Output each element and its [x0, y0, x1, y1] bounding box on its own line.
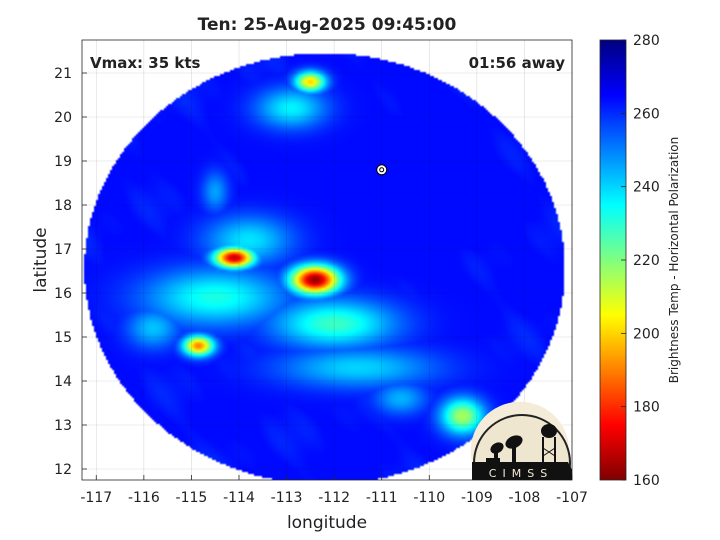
x-tick-label: -109: [461, 490, 493, 506]
colorbar-tick-label: 280: [633, 33, 660, 49]
colorbar-label: Brightness Temp - Horizontal Polarizatio…: [667, 137, 681, 384]
chart-title: Ten: 25-Aug-2025 09:45:00: [198, 15, 457, 35]
x-tick-label: -108: [509, 490, 541, 506]
x-axis-label: longitude: [287, 513, 367, 533]
y-tick-label: 16: [54, 286, 72, 302]
cimss-logo: CIMSS: [470, 401, 572, 480]
y-tick-label: 17: [54, 242, 72, 258]
y-axis-label: latitude: [31, 227, 51, 292]
colorbar-tick-label: 220: [633, 253, 660, 269]
x-tick-label: -107: [556, 490, 588, 506]
y-axis-ticks: 12 13 14 15 16 17 18 19 20 21: [54, 66, 87, 478]
x-tick-label: -115: [176, 490, 208, 506]
y-tick-label: 14: [54, 374, 72, 390]
x-tick-label: -112: [318, 490, 350, 506]
x-tick-label: -117: [80, 490, 112, 506]
x-tick-label: -113: [271, 490, 303, 506]
x-tick-label: -114: [223, 490, 255, 506]
x-tick-label: -116: [128, 490, 160, 506]
y-tick-label: 19: [54, 154, 72, 170]
y-tick-label: 20: [54, 110, 72, 126]
time-away-annotation: 01:56 away: [469, 54, 566, 72]
heatmap-swath: [82, 40, 572, 480]
plot-frame: [81, 39, 573, 481]
storm-center-ring: [376, 164, 388, 176]
logo-text: CIMSS: [489, 467, 553, 480]
colorbar-tick-label: 240: [633, 180, 660, 196]
colorbar-ticks: 160 180 200 220 240 260 280: [621, 33, 660, 489]
y-tick-label: 12: [54, 462, 72, 478]
y-tick-label: 18: [54, 198, 72, 214]
y-tick-label: 15: [54, 330, 72, 346]
colorbar-tick-label: 200: [633, 326, 660, 342]
x-axis-ticks: -117 -116 -115 -114 -113 -112 -111 -110 -109 -108…: [80, 475, 588, 506]
x-tick-label: -110: [413, 490, 445, 506]
colorbar-tick-label: 260: [633, 106, 660, 122]
storm-center-dot: [379, 167, 385, 173]
grid: [82, 40, 573, 480]
y-tick-label: 13: [54, 418, 72, 434]
colorbar-tick-label: 180: [633, 400, 660, 416]
x-tick-label: -111: [366, 490, 398, 506]
vmax-annotation: Vmax: 35 kts: [90, 54, 200, 72]
storm-center-marker: [376, 164, 388, 176]
y-tick-label: 21: [54, 66, 72, 82]
colorbar-tick-label: 160: [633, 473, 660, 489]
